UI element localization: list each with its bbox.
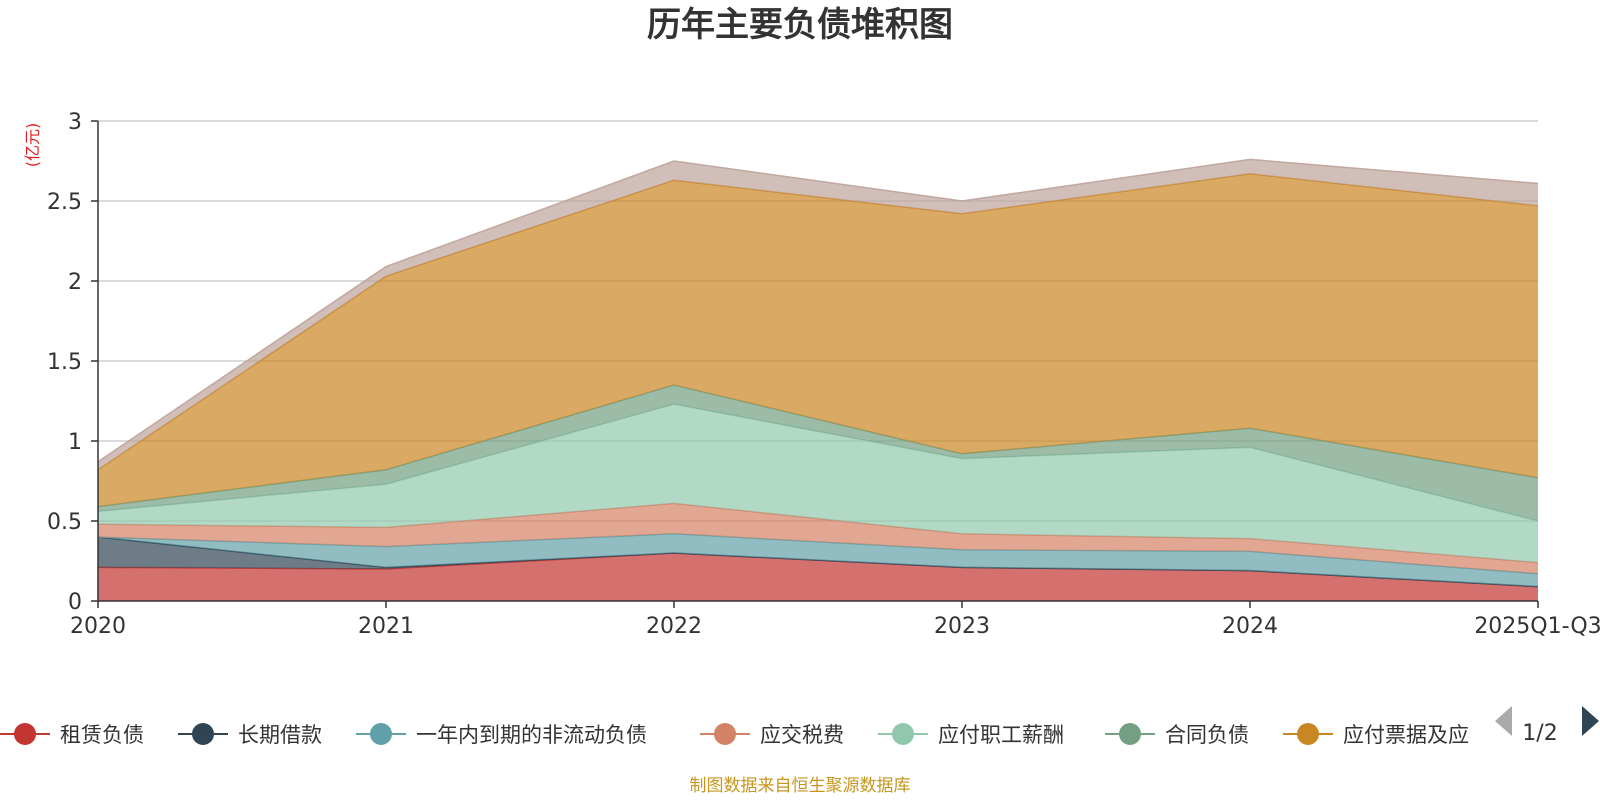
legend-item[interactable]: 应付职工薪酬 (878, 723, 1064, 747)
legend-marker-icon (714, 723, 736, 745)
legend-label: 合同负债 (1165, 723, 1249, 747)
series-line-其他 (97, 158, 1539, 463)
x-tick-label: 2023 (934, 614, 990, 639)
legend-marker-icon (14, 723, 36, 745)
y-axis-unit-label: (亿元) (23, 123, 42, 168)
area-series-一年内到期的非流动负债 (98, 533, 1538, 587)
legend-item[interactable]: 租赁负债 (0, 723, 144, 747)
x-tick-label: 2025Q1-Q3 (1474, 614, 1600, 639)
legend-marker-icon (370, 723, 392, 745)
axes: 0 0.5 1 1.5 2 2.5 3 2020 2021 2022 2023 2024 2025Q1-… (47, 110, 1600, 639)
legend-marker-icon (1119, 723, 1141, 745)
legend-item[interactable]: 应付票据及应 (1283, 723, 1469, 747)
legend-label: 应付票据及应 (1343, 723, 1469, 747)
y-tick-label: 1 (68, 430, 82, 455)
legend-marker-icon (892, 723, 914, 745)
legend-item[interactable]: 一年内到期的非流动负债 (356, 723, 647, 747)
legend-item[interactable]: 合同负债 (1105, 723, 1249, 747)
legend-label: 应付职工薪酬 (938, 723, 1064, 747)
y-tick-label: 0 (68, 590, 82, 615)
area-series-应付职工薪酬 (98, 404, 1538, 563)
legend-item[interactable]: 长期借款 (178, 723, 322, 747)
legend-item[interactable]: 应交税费 (700, 723, 844, 747)
y-tick-label: 1.5 (47, 350, 82, 375)
x-tick-label: 2021 (358, 614, 414, 639)
legend-page-indicator: 1/2 (1522, 721, 1557, 746)
area-series-应交税费 (98, 503, 1538, 574)
area-series (97, 158, 1539, 601)
x-tick-label: 2020 (70, 614, 126, 639)
legend-marker-icon (192, 723, 214, 745)
data-source-note: 制图数据来自恒生聚源数据库 (690, 776, 911, 796)
legend-label: 长期借款 (238, 723, 322, 747)
legend[interactable]: 租赁负债 长期借款 一年内到期的非流动负债 应交税费 应付职工薪酬 合同负债 应付票据及应 (0, 723, 1469, 747)
legend-label: 租赁负债 (60, 723, 144, 747)
y-tick-label: 2.5 (47, 190, 82, 215)
legend-label: 应交税费 (760, 723, 844, 747)
y-tick-label: 3 (68, 110, 82, 135)
y-tick-label: 2 (68, 270, 82, 295)
legend-prev-page-icon[interactable] (1495, 706, 1512, 736)
legend-marker-icon (1297, 723, 1319, 745)
y-tick-label: 0.5 (47, 510, 82, 535)
area-series-应付票据及应付账款 (98, 173, 1538, 507)
legend-next-page-icon[interactable] (1582, 706, 1599, 736)
x-tick-label: 2022 (646, 614, 702, 639)
legend-label: 一年内到期的非流动负债 (416, 723, 647, 747)
chart-title: 历年主要负债堆积图 (647, 5, 953, 45)
legend-pager[interactable]: 1/2 (1495, 706, 1599, 746)
x-tick-label: 2024 (1222, 614, 1278, 639)
